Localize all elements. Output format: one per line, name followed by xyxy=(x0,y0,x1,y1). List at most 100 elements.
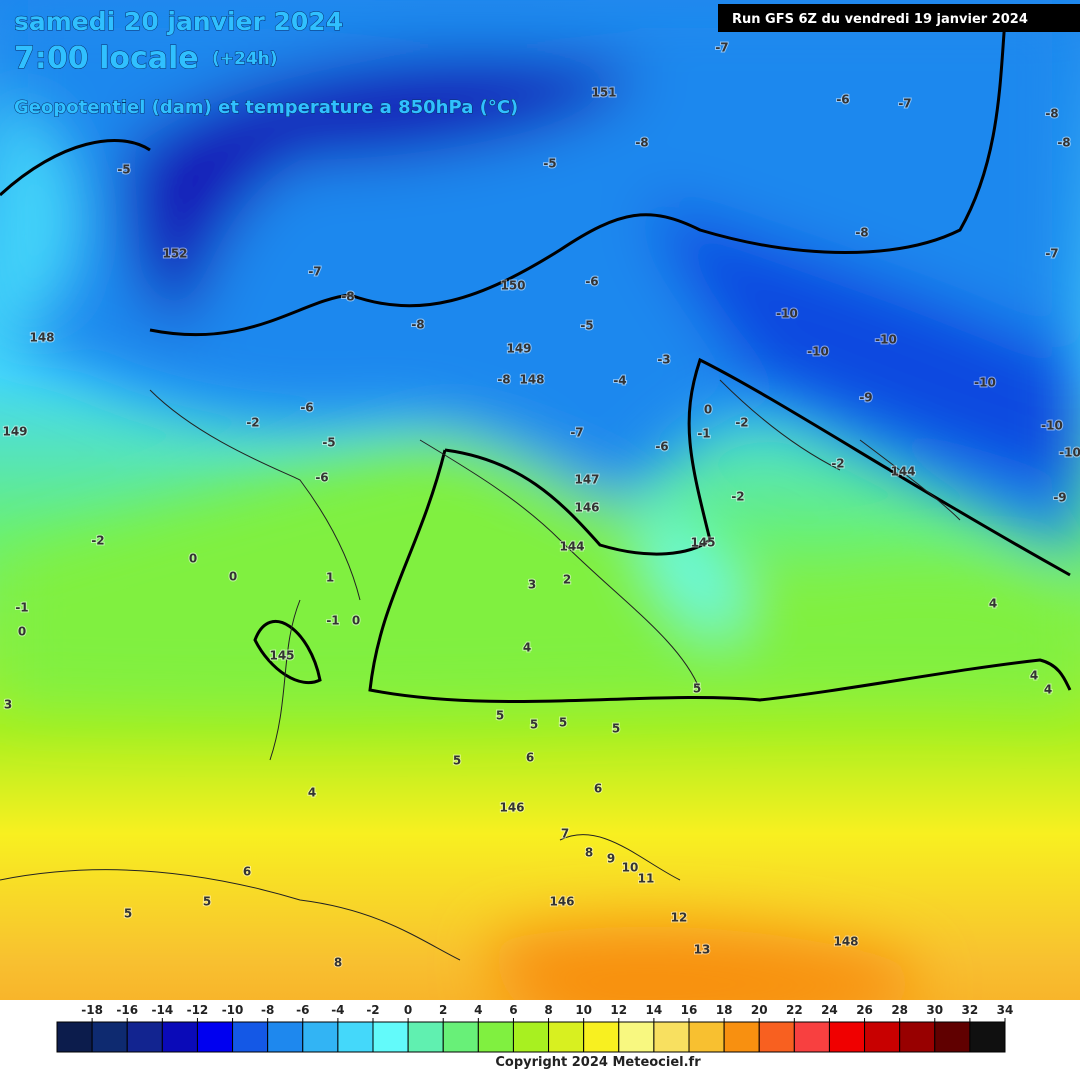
map-label: 149 xyxy=(2,425,27,439)
map-label: -3 xyxy=(657,353,670,367)
map-label: 4 xyxy=(1044,683,1052,697)
map-label: -8 xyxy=(341,290,354,304)
legend-swatch xyxy=(196,1021,234,1053)
legend-tick-label: -16 xyxy=(116,1003,138,1017)
map-label: 6 xyxy=(526,751,534,765)
map-label: -2 xyxy=(246,416,259,430)
map-label: 4 xyxy=(308,786,316,800)
map-label: -8 xyxy=(855,226,868,240)
map-label: 149 xyxy=(506,342,531,356)
map-label: -7 xyxy=(898,97,911,111)
map-label: -5 xyxy=(117,163,130,177)
map-label: 148 xyxy=(833,935,858,949)
map-label: -5 xyxy=(322,436,335,450)
legend-tick-label: 10 xyxy=(575,1003,592,1017)
legend: -18 -16 -14 -12 -10 -8 -6 -4 -2 0 2 4 6 8 10 12 14 16 18 20… xyxy=(56,1003,1014,1053)
map-label: 6 xyxy=(243,865,251,879)
legend-swatch xyxy=(372,1021,409,1053)
map-label: -5 xyxy=(580,319,593,333)
map-label: -7 xyxy=(570,426,583,440)
legend-swatch xyxy=(56,1021,93,1053)
legend-tick-label: 28 xyxy=(891,1003,908,1017)
map-label: 4 xyxy=(1030,669,1038,683)
map-label: -1 xyxy=(697,427,710,441)
legend-swatch xyxy=(512,1021,550,1053)
map-label: -2 xyxy=(735,416,748,430)
legend-swatch xyxy=(688,1021,725,1053)
map-label: -8 xyxy=(635,136,648,150)
legend-tick-label: 34 xyxy=(997,1003,1014,1017)
map-label: 8 xyxy=(334,956,342,970)
map-label: 5 xyxy=(203,895,211,909)
legend-swatch xyxy=(969,1021,1006,1053)
map-lead: (+24h) xyxy=(212,49,278,69)
map-label: -9 xyxy=(859,391,872,405)
legend-swatch xyxy=(723,1021,760,1053)
map-label: 145 xyxy=(690,536,715,550)
map-label: 0 xyxy=(18,625,26,639)
map-label: 5 xyxy=(496,709,504,723)
coastlines xyxy=(0,379,961,961)
map-label: 13 xyxy=(694,943,711,957)
legend-tick-label: 2 xyxy=(439,1003,447,1017)
map-label: 5 xyxy=(693,682,701,696)
legend-swatch xyxy=(828,1021,866,1053)
legend-tick-label: 18 xyxy=(716,1003,733,1017)
legend-swatch xyxy=(477,1021,514,1053)
map-label: -6 xyxy=(315,471,328,485)
map-label: -2 xyxy=(91,534,104,548)
map-label: -10 xyxy=(1041,419,1063,433)
map-label: 152 xyxy=(162,247,187,261)
legend-swatch xyxy=(337,1021,374,1053)
legend-tick-label: 30 xyxy=(926,1003,943,1017)
map-label: -7 xyxy=(1045,247,1058,261)
map-label: 3 xyxy=(528,578,536,592)
legend-tick-label: 0 xyxy=(404,1003,412,1017)
legend-swatch xyxy=(232,1021,269,1053)
map-label: 148 xyxy=(29,331,54,345)
copyright: Copyright 2024 Meteociel.fr xyxy=(495,1055,701,1069)
legend-tick-label: -14 xyxy=(151,1003,173,1017)
map-label: -8 xyxy=(1045,107,1058,121)
map-label: -10 xyxy=(807,345,829,359)
legend-tick-label: -18 xyxy=(81,1003,103,1017)
map-label: -10 xyxy=(776,307,798,321)
legend-tick-label: 4 xyxy=(474,1003,482,1017)
map-label: 5 xyxy=(530,718,538,732)
map-label: -8 xyxy=(497,373,510,387)
map-label: -6 xyxy=(655,440,668,454)
legend-tick-label: -10 xyxy=(222,1003,244,1017)
legend-swatch xyxy=(758,1021,795,1053)
map-label: 5 xyxy=(124,907,132,921)
legend-tick-label: 12 xyxy=(610,1003,627,1017)
map-label: -4 xyxy=(613,374,626,388)
map-label: 2 xyxy=(563,573,571,587)
legend-tick-label: -12 xyxy=(187,1003,209,1017)
run-label: Run GFS 6Z du vendredi 19 janvier 2024 xyxy=(732,12,1028,27)
map-label: -1 xyxy=(326,614,339,628)
map-label: 8 xyxy=(585,846,593,860)
map-label: -8 xyxy=(411,318,424,332)
legend-tick-label: 26 xyxy=(856,1003,873,1017)
map-label: 148 xyxy=(519,373,544,387)
map-label: -10 xyxy=(1059,446,1080,460)
map-label: 144 xyxy=(890,465,915,479)
map-label: -10 xyxy=(875,333,897,347)
map-label: -9 xyxy=(1053,491,1066,505)
legend-swatch xyxy=(407,1021,444,1053)
map-label: 144 xyxy=(559,540,584,554)
legend-swatch xyxy=(934,1021,971,1053)
legend-tick-label: 14 xyxy=(646,1003,663,1017)
map-label: -6 xyxy=(585,275,598,289)
map-time: 7:00 locale xyxy=(14,41,199,76)
legend-tick-label: 22 xyxy=(786,1003,803,1017)
legend-swatch xyxy=(583,1021,620,1053)
map-label: -1 xyxy=(15,601,28,615)
legend-tick-label: 24 xyxy=(821,1003,838,1017)
map-label: 146 xyxy=(574,501,599,515)
map-label: 4 xyxy=(523,641,531,655)
map-label: 147 xyxy=(574,473,599,487)
map-label: 145 xyxy=(269,649,294,663)
